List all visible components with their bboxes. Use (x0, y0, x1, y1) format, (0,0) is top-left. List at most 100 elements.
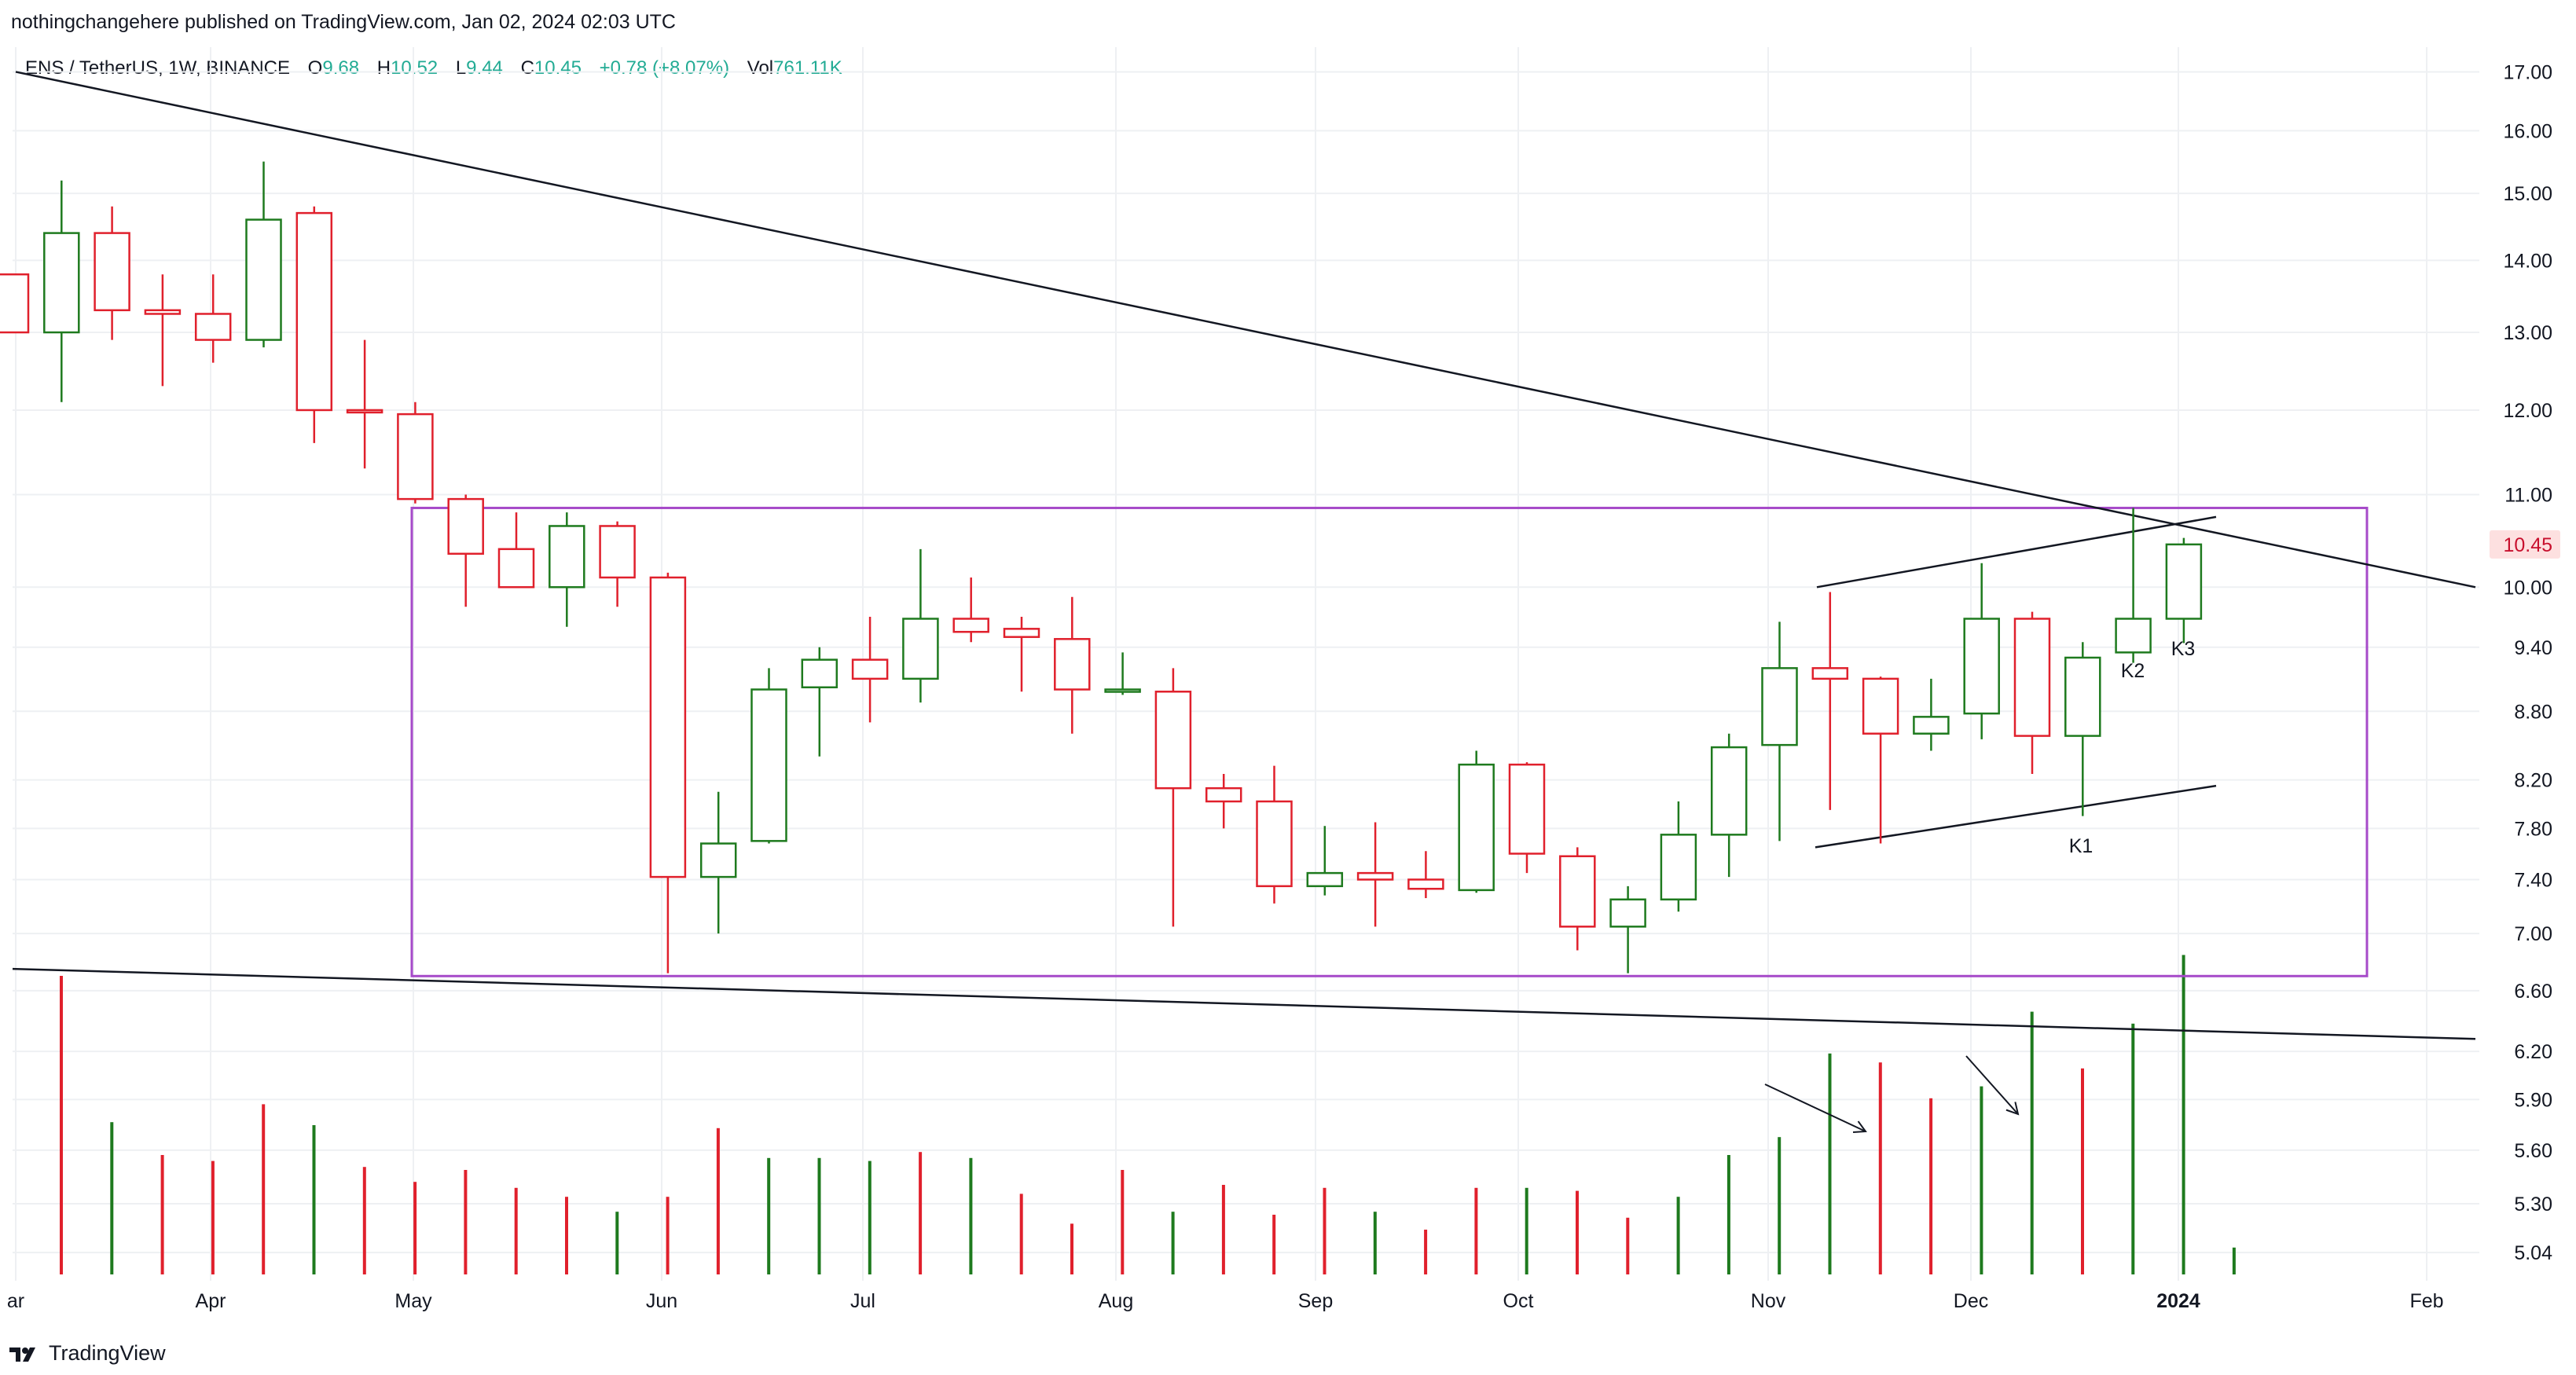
candle-body (245, 218, 282, 341)
y-tick-label: 7.00 (2514, 923, 2552, 945)
volume-bar (362, 1167, 366, 1274)
volume-bar (1373, 1212, 1377, 1274)
volume-bar (1878, 1062, 1882, 1274)
support-trendline (12, 967, 2476, 1040)
candle-body (549, 525, 585, 588)
time-axis: ar Apr May Jun Jul Aug Sep Oct Nov Dec 2024 Feb (7, 1290, 2444, 1312)
candle-body (94, 232, 130, 312)
y-tick-label: 13.00 (2503, 322, 2552, 344)
volume-bar (1980, 1086, 1983, 1274)
x-tick-label: Dec (1954, 1290, 1988, 1312)
volume-bar (1525, 1187, 1528, 1274)
y-tick-label: 7.80 (2514, 818, 2552, 840)
y-tick-label: 12.00 (2503, 400, 2552, 422)
high-label: H (376, 57, 391, 79)
candle-body (1963, 618, 2000, 715)
volume-bar (969, 1157, 973, 1274)
volume-bar (868, 1160, 872, 1274)
x-tick-label: 2024 (2156, 1290, 2200, 1312)
volume-bar (2131, 1023, 2135, 1274)
candle-body (2115, 618, 2152, 654)
candle-body (1862, 677, 1899, 735)
candle-body (0, 273, 30, 334)
x-tick-label: Nov (1751, 1290, 1786, 1312)
consolidation-box (410, 506, 2369, 977)
candle-body (801, 658, 838, 689)
volume-bar (716, 1128, 720, 1274)
candle-body (1458, 763, 1495, 892)
candle-body (1407, 878, 1444, 890)
wedge-lower-line (1815, 784, 2217, 849)
close-label: C (520, 57, 534, 79)
volume-arrow-2 (1965, 1055, 2019, 1115)
volume-label: Vol (747, 57, 774, 79)
candle-body (2013, 618, 2051, 737)
candle-body (43, 232, 80, 334)
x-tick-label: Sep (1298, 1290, 1333, 1312)
y-tick-label: 8.20 (2514, 770, 2552, 792)
volume-bar (60, 976, 63, 1274)
volume-bar (1727, 1155, 1730, 1274)
volume-bar (1676, 1197, 1680, 1274)
y-tick-label: 5.60 (2514, 1140, 2552, 1162)
volume-bar (110, 1122, 114, 1274)
volume-arrow-1 (1764, 1084, 1866, 1132)
candle-body (1054, 638, 1091, 691)
low-value: 9.44 (466, 57, 503, 79)
candle-body (346, 409, 383, 414)
volume-bar (1070, 1223, 1073, 1274)
published-header: nothingchangehere published on TradingVi… (11, 11, 676, 33)
volume-bar (1121, 1170, 1125, 1274)
y-tick-label: 16.00 (2503, 120, 2552, 142)
annotations: K1 K2 K3 (2069, 638, 2196, 857)
volume-bar (767, 1157, 771, 1274)
volume-bar (262, 1104, 266, 1274)
volume-bar (2232, 1247, 2236, 1274)
candle-body (1256, 800, 1293, 888)
low-label: L (455, 57, 467, 79)
candle-body (144, 309, 182, 315)
candle-body (1003, 628, 1040, 638)
annotation-k1: K1 (2069, 835, 2093, 857)
volume-bar (1929, 1098, 1933, 1274)
symbol-label[interactable]: ENS / TetherUS, 1W, BINANCE (25, 57, 290, 79)
volume-bar (1576, 1190, 1579, 1274)
annotation-k3: K3 (2171, 638, 2196, 660)
last-price-label: 10.45 (2503, 534, 2552, 556)
volume-value: 761.11K (773, 57, 842, 79)
volume-bar (615, 1212, 619, 1274)
x-tick-label: May (394, 1290, 432, 1312)
volume-bar (1019, 1194, 1023, 1274)
candle-body (2165, 543, 2203, 620)
volume-bar (2182, 955, 2185, 1274)
volume-bar (1323, 1187, 1327, 1274)
high-value: 10.52 (391, 57, 439, 79)
volume-bar (919, 1152, 923, 1274)
symbol-legend: ENS / TetherUS, 1W, BINANCE O9.68 H10.52… (25, 57, 842, 79)
tradingview-wordmark: TradingView (49, 1341, 166, 1365)
candle-body (1508, 763, 1546, 855)
y-tick-label: 6.20 (2514, 1041, 2552, 1063)
x-tick-label: Feb (2409, 1290, 2443, 1312)
candle-body (2064, 656, 2101, 737)
candle-body (1710, 746, 1748, 836)
open-value: 9.68 (322, 57, 360, 79)
y-tick-label: 5.04 (2514, 1242, 2552, 1264)
volume-bar (464, 1170, 468, 1274)
volume-arrow-1-head (1852, 1120, 1867, 1133)
volume-bar (2081, 1068, 2084, 1274)
tradingview-logo[interactable]: TradingView (9, 1341, 166, 1366)
volume-bar (1626, 1217, 1630, 1274)
y-tick-label: 9.40 (2514, 637, 2552, 659)
y-tick-label: 6.60 (2514, 981, 2552, 1003)
volume-bar (211, 1160, 215, 1274)
x-tick-label: Oct (1503, 1290, 1534, 1312)
wedge-upper-line (1816, 515, 2217, 588)
volume-bar (1424, 1230, 1428, 1274)
volume-bar (1828, 1053, 1832, 1274)
candle-body (1559, 855, 1596, 928)
chart-drawings (12, 71, 2476, 1133)
y-tick-label: 15.00 (2503, 183, 2552, 205)
x-tick-label: Apr (196, 1290, 226, 1312)
